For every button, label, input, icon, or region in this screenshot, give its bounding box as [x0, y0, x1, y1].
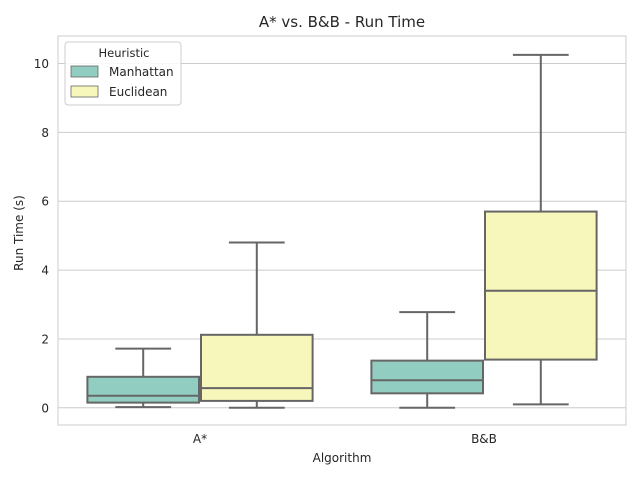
y-tick-label: 8 — [41, 126, 49, 140]
y-tick-label: 4 — [41, 264, 49, 278]
legend-entry-euclidean: Euclidean — [109, 85, 167, 99]
chart-title: A* vs. B&B - Run Time — [259, 13, 425, 31]
y-tick-label: 2 — [41, 332, 49, 346]
axes-layer: 0 2 4 6 8 10 A* B&B Heuristic Manhattan Euclidean — [34, 35, 627, 446]
box-iqr — [370, 359, 484, 395]
box-euclidean-a — [200, 241, 314, 409]
legend-entry-manhattan: Manhattan — [109, 65, 174, 79]
legend-swatch-manhattan — [70, 65, 99, 78]
legend: Heuristic Manhattan Euclidean — [64, 41, 182, 106]
legend-swatch-euclidean — [70, 85, 99, 98]
y-tick-label: 10 — [34, 57, 49, 71]
y-tick-label: 0 — [41, 401, 49, 415]
axes-frame — [57, 35, 627, 426]
x-tick-label: B&B — [471, 432, 497, 446]
x-tick-label: A* — [193, 432, 207, 446]
legend-title: Heuristic — [99, 46, 150, 60]
y-axis-label: Run Time (s) — [12, 195, 26, 271]
box-iqr — [484, 210, 598, 361]
box-iqr — [200, 333, 314, 402]
x-axis-label: Algorithm — [313, 451, 372, 465]
y-tick-label: 6 — [41, 195, 49, 209]
box-manhattan-bb — [370, 311, 484, 409]
box-iqr — [86, 375, 200, 404]
box-manhattan-a — [86, 347, 200, 409]
box-euclidean-bb — [484, 53, 598, 406]
boxes-layer — [86, 53, 598, 409]
